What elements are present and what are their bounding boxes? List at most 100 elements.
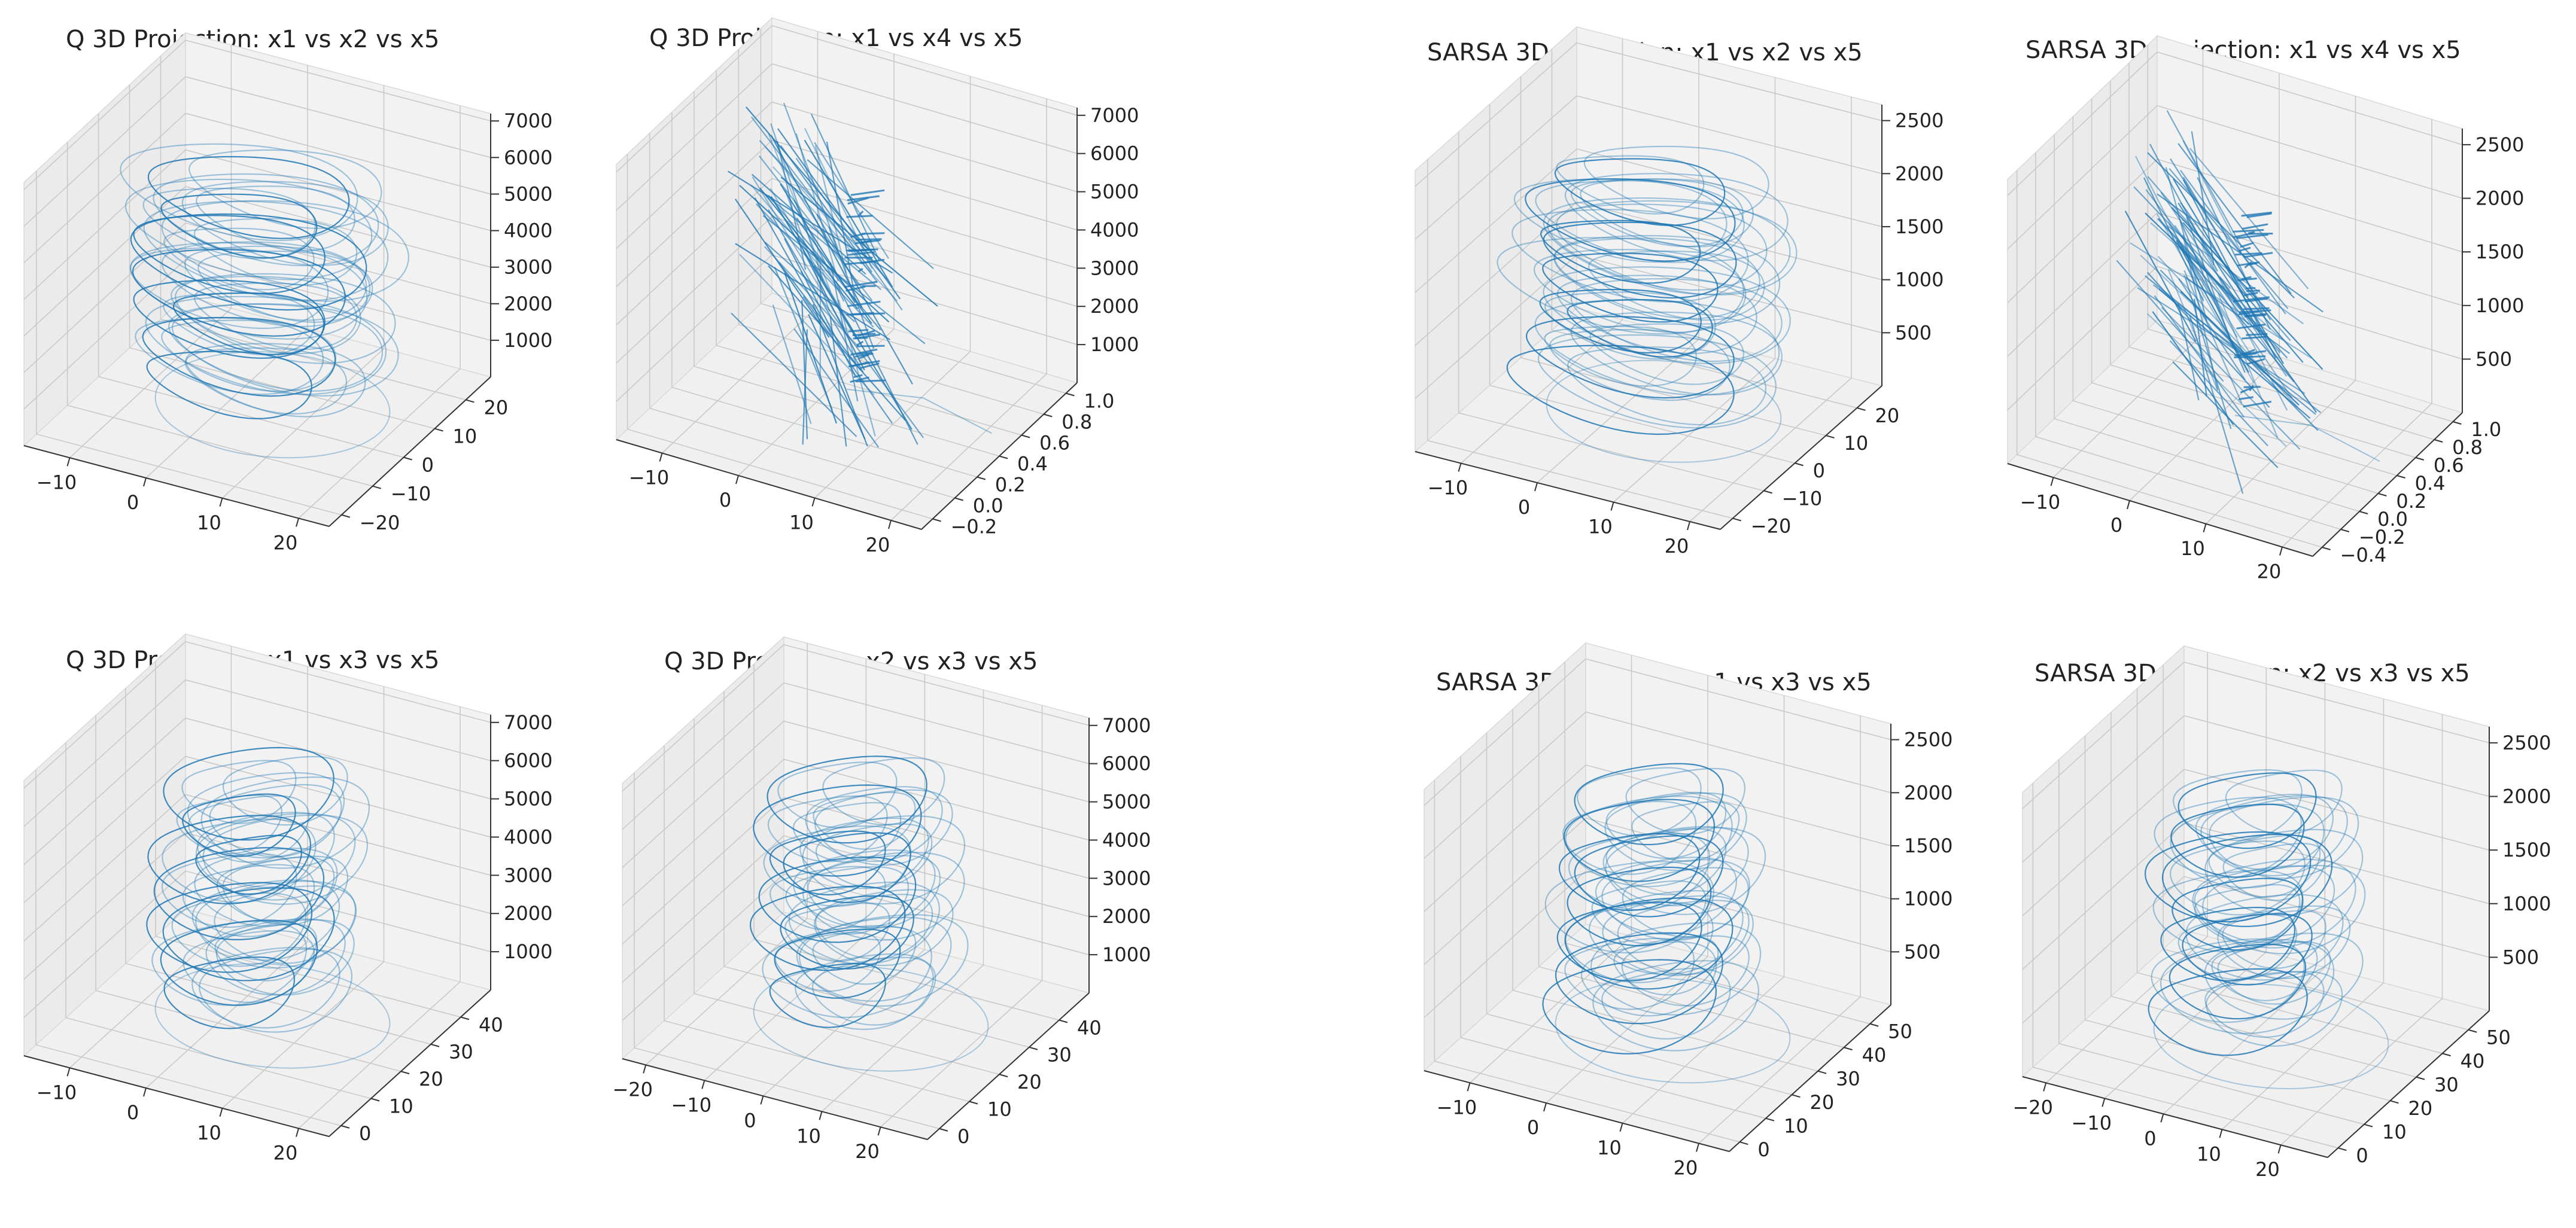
trajectory-segment (2172, 769, 2303, 842)
gridline (145, 328, 308, 479)
x-tick-mark (2160, 1114, 2164, 1123)
trajectory-segment (2172, 361, 2279, 468)
trajectory-segment (2211, 941, 2318, 1001)
y-tick-mark (939, 1128, 948, 1132)
trajectory-segment (2182, 176, 2271, 321)
y-tick-mark (370, 1098, 380, 1102)
trajectory-segment (2225, 769, 2343, 835)
y-tick-mark (341, 514, 351, 518)
y-tick-mark (1739, 1141, 1748, 1145)
trajectory-segment (808, 314, 866, 440)
panel-title: SARSA 3D Projection: x1 vs x4 vs x5 (2025, 36, 2461, 64)
gridline (1415, 254, 1577, 399)
gridline (1415, 148, 1577, 293)
trajectory-segment (181, 760, 297, 824)
trajectory-segment (2151, 938, 2305, 1023)
z-tick-label: 1000 (2502, 892, 2551, 915)
panel-4: SARSA 3D Projection: x1 vs x4 vs x5 −10 0 1… (2006, 35, 2524, 583)
trajectory-segment (805, 786, 943, 863)
y-tick-mark (1792, 1094, 1801, 1098)
trajectory-segment (2160, 269, 2319, 431)
panel-2: Q 3D Projection: x1 vs x4 vs x5−1001020−… (615, 17, 1139, 556)
trajectory-segment (767, 795, 888, 863)
gridline (616, 63, 773, 211)
trajectory-segment (191, 946, 340, 1029)
gridline (783, 835, 1090, 917)
x-tick-mark (1687, 521, 1690, 531)
z-tick-label: 2500 (2475, 133, 2524, 156)
trajectory-segment (200, 776, 370, 869)
gridline (880, 980, 1043, 1128)
trajectory-segment (2194, 865, 2335, 943)
x-tick-label: −20 (612, 1078, 653, 1101)
trajectory-segment (1580, 178, 1754, 248)
y-axis-line (1720, 385, 1882, 530)
y-tick-label: 0.4 (2415, 472, 2446, 495)
trajectory-segment (133, 279, 326, 359)
trajectory-segment (130, 213, 367, 311)
y-tick-mark (400, 1071, 410, 1075)
z-tick-label: 2000 (1102, 905, 1151, 928)
gridline (1576, 42, 1882, 121)
gridline (2022, 715, 2185, 863)
trajectory-segment (2182, 222, 2304, 363)
y-tick-label: 1.0 (1084, 390, 1114, 413)
z-tick-label: 1000 (2475, 294, 2524, 317)
y-tick-mark (2322, 547, 2331, 550)
gridline (1520, 357, 1826, 436)
trajectory-segment (2189, 148, 2309, 290)
trajectory-segment (768, 133, 832, 292)
z-tick-label: 500 (2502, 946, 2539, 968)
x-tick-mark (1534, 482, 1538, 492)
trajectory-segment (1543, 266, 1791, 364)
trajectory-segment (774, 267, 833, 410)
trajectory-segment (151, 921, 308, 1006)
panel-8: SARSA 3D Projection: x2 vs x3 vs x5−20−1… (2012, 645, 2551, 1181)
trajectory-segment (2245, 287, 2256, 290)
trajectory-segment (2170, 803, 2325, 889)
x-axis-line (2007, 463, 2313, 557)
trajectory-segment (846, 285, 866, 292)
trajectory-segment (161, 319, 337, 392)
y-tick-mark (2359, 511, 2368, 514)
trajectory-segment (1564, 937, 1695, 1010)
trajectory-segment (182, 793, 296, 857)
trajectory-segment (854, 239, 881, 245)
trajectory-segment (2152, 870, 2303, 953)
y-tick-label: 10 (389, 1095, 413, 1117)
trajectory-segment (1539, 288, 1702, 354)
z-tick-label: 7000 (1090, 104, 1139, 127)
x-tick-mark (1543, 1102, 1547, 1112)
x-tick-label: 20 (1674, 1157, 1698, 1180)
trajectory-segment (2240, 386, 2255, 394)
trajectory-segment (162, 887, 335, 982)
z-tick-label: 4000 (504, 220, 552, 242)
y-tick-label: 0 (957, 1125, 969, 1148)
z-tick-label: 2000 (1904, 781, 1952, 804)
trajectory-segment (1506, 345, 1735, 435)
trajectory-segment (1567, 866, 1712, 947)
trajectory-segment (196, 812, 335, 888)
trajectory-segment (175, 273, 396, 364)
trajectory-segment (193, 218, 358, 286)
gridline (616, 178, 773, 325)
trajectory-segment (2177, 303, 2200, 401)
gridline (35, 1044, 342, 1126)
gridline (616, 101, 773, 249)
x-tick-label: 0 (1527, 1116, 1539, 1139)
trajectory-segment (762, 925, 932, 1019)
y-tick-label: 0.2 (995, 474, 1026, 496)
panel-6: Q 3D Projection: x2 vs x3 vs x5−20−10010… (612, 636, 1151, 1163)
trajectory-segment (1511, 209, 1749, 303)
trajectory-segment (1604, 792, 1747, 872)
trajectory-segment (731, 312, 857, 437)
trajectory-segment (1563, 799, 1716, 882)
trajectory-segment (1601, 859, 1750, 941)
x-tick-label: −10 (37, 471, 77, 493)
trajectory-segment (2160, 938, 2335, 1034)
trajectory-segment (215, 919, 355, 996)
trajectory-segment (763, 825, 912, 907)
trajectory-segment (2204, 933, 2364, 1020)
trajectory-segment (1553, 234, 1781, 325)
